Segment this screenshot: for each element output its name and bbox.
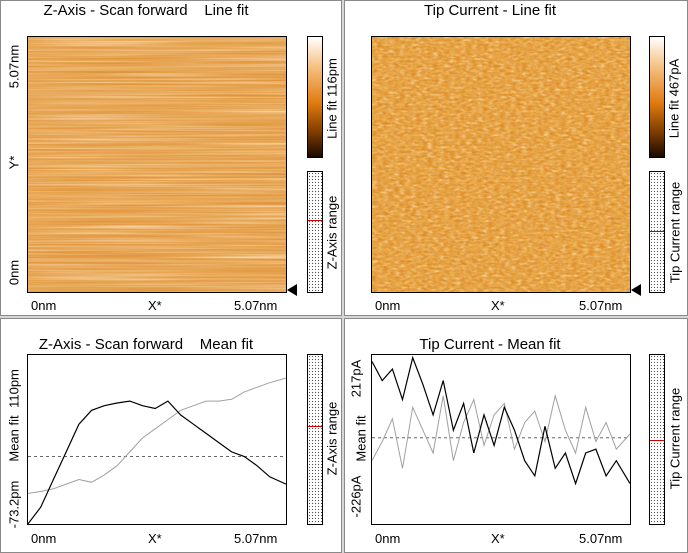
z-mean-fit-panel: Z-Axis - Scan forward Mean fit 110pm Mea… [0,318,342,553]
tip-line-range-label: Tip Current range [667,181,683,284]
tip-line-panel-title: Tip Current - Line fit [424,2,556,19]
tip-line-fit-panel: Tip Current - Line fit 0nm X* 5.07nm Lin… [344,0,688,316]
z-mean-range-marker [308,426,322,427]
z-mean-y-mid-label: Mean fit [6,415,22,462]
z-mean-x-right-label: 5.07nm [234,531,278,546]
z-mean-x-left-label: 0nm [31,531,57,546]
tip-line-image-svg [372,37,630,292]
tip-mean-plot[interactable] [371,354,631,525]
z-line-colorbar [307,36,323,158]
tip-line-colorbar-label: Line fit 467pA [666,58,682,139]
z-line-y-top-label: 5.07nm [6,44,22,89]
z-line-colorbar-label: Line fit 116pm [324,58,340,139]
tip-mean-panel-title: Tip Current - Mean fit [419,336,561,353]
z-line-x-left-label: 0nm [31,298,57,313]
z-line-x-right-label: 5.07nm [234,298,278,313]
tip-mean-fit-panel: Tip Current - Mean fit 217pA Mean fit -2… [344,318,688,553]
z-line-range-marker [308,220,322,221]
tip-mean-backward-trace [372,393,630,469]
z-line-range-slider[interactable] [307,171,323,293]
tip-mean-y-mid-label: Mean fit [353,415,369,462]
z-mean-plot-svg [28,377,286,524]
z-mean-range-label: Z-Axis range [324,401,340,476]
tip-mean-y-top-label: 217pA [348,359,364,398]
tip-line-range-slider[interactable] [649,171,665,293]
tip-mean-forward-trace [372,355,630,486]
z-mean-x-mid-label: X* [148,531,162,546]
z-line-y-bottom-label: 0nm [6,259,22,286]
tip-mean-range-marker [650,440,664,441]
z-line-scan-arrow-icon[interactable] [287,284,297,296]
tip-line-x-right-label: 5.07nm [579,298,623,313]
z-line-x-mid-label: X* [148,298,162,313]
z-line-panel-title: Z-Axis - Scan forward Line fit [43,2,249,19]
tip-line-x-left-label: 0nm [375,298,401,313]
z-line-image[interactable] [27,36,287,293]
tip-mean-range-slider[interactable] [649,354,665,525]
tip-mean-range-label: Tip Current range [667,387,683,490]
z-mean-plot[interactable] [27,354,287,525]
tip-line-range-marker [650,231,664,232]
z-line-image-svg [28,37,286,292]
z-mean-y-top-label: 110pm [6,369,22,408]
tip-line-image[interactable] [371,36,631,293]
z-mean-forward-trace [28,400,286,524]
z-mean-panel-title: Z-Axis - Scan forward Mean fit [38,336,254,353]
tip-line-scan-arrow-icon[interactable] [631,284,641,296]
z-line-fit-panel: Z-Axis - Scan forward Line fit 5.07nm Y*… [0,0,342,316]
z-mean-range-slider[interactable] [307,354,323,525]
tip-mean-y-bottom-label: -226pA [348,475,364,518]
tip-mean-x-left-label: 0nm [375,531,401,546]
z-mean-y-bottom-label: -73.2pm [6,480,22,529]
tip-line-x-mid-label: X* [491,298,505,313]
tip-line-colorbar [649,36,665,158]
tip-mean-x-right-label: 5.07nm [579,531,623,546]
z-line-y-mid-label: Y* [6,155,22,170]
z-line-range-label: Z-Axis range [324,195,340,270]
z-mean-backward-trace [28,377,286,494]
tip-mean-plot-svg [372,355,630,486]
tip-mean-x-mid-label: X* [491,531,505,546]
